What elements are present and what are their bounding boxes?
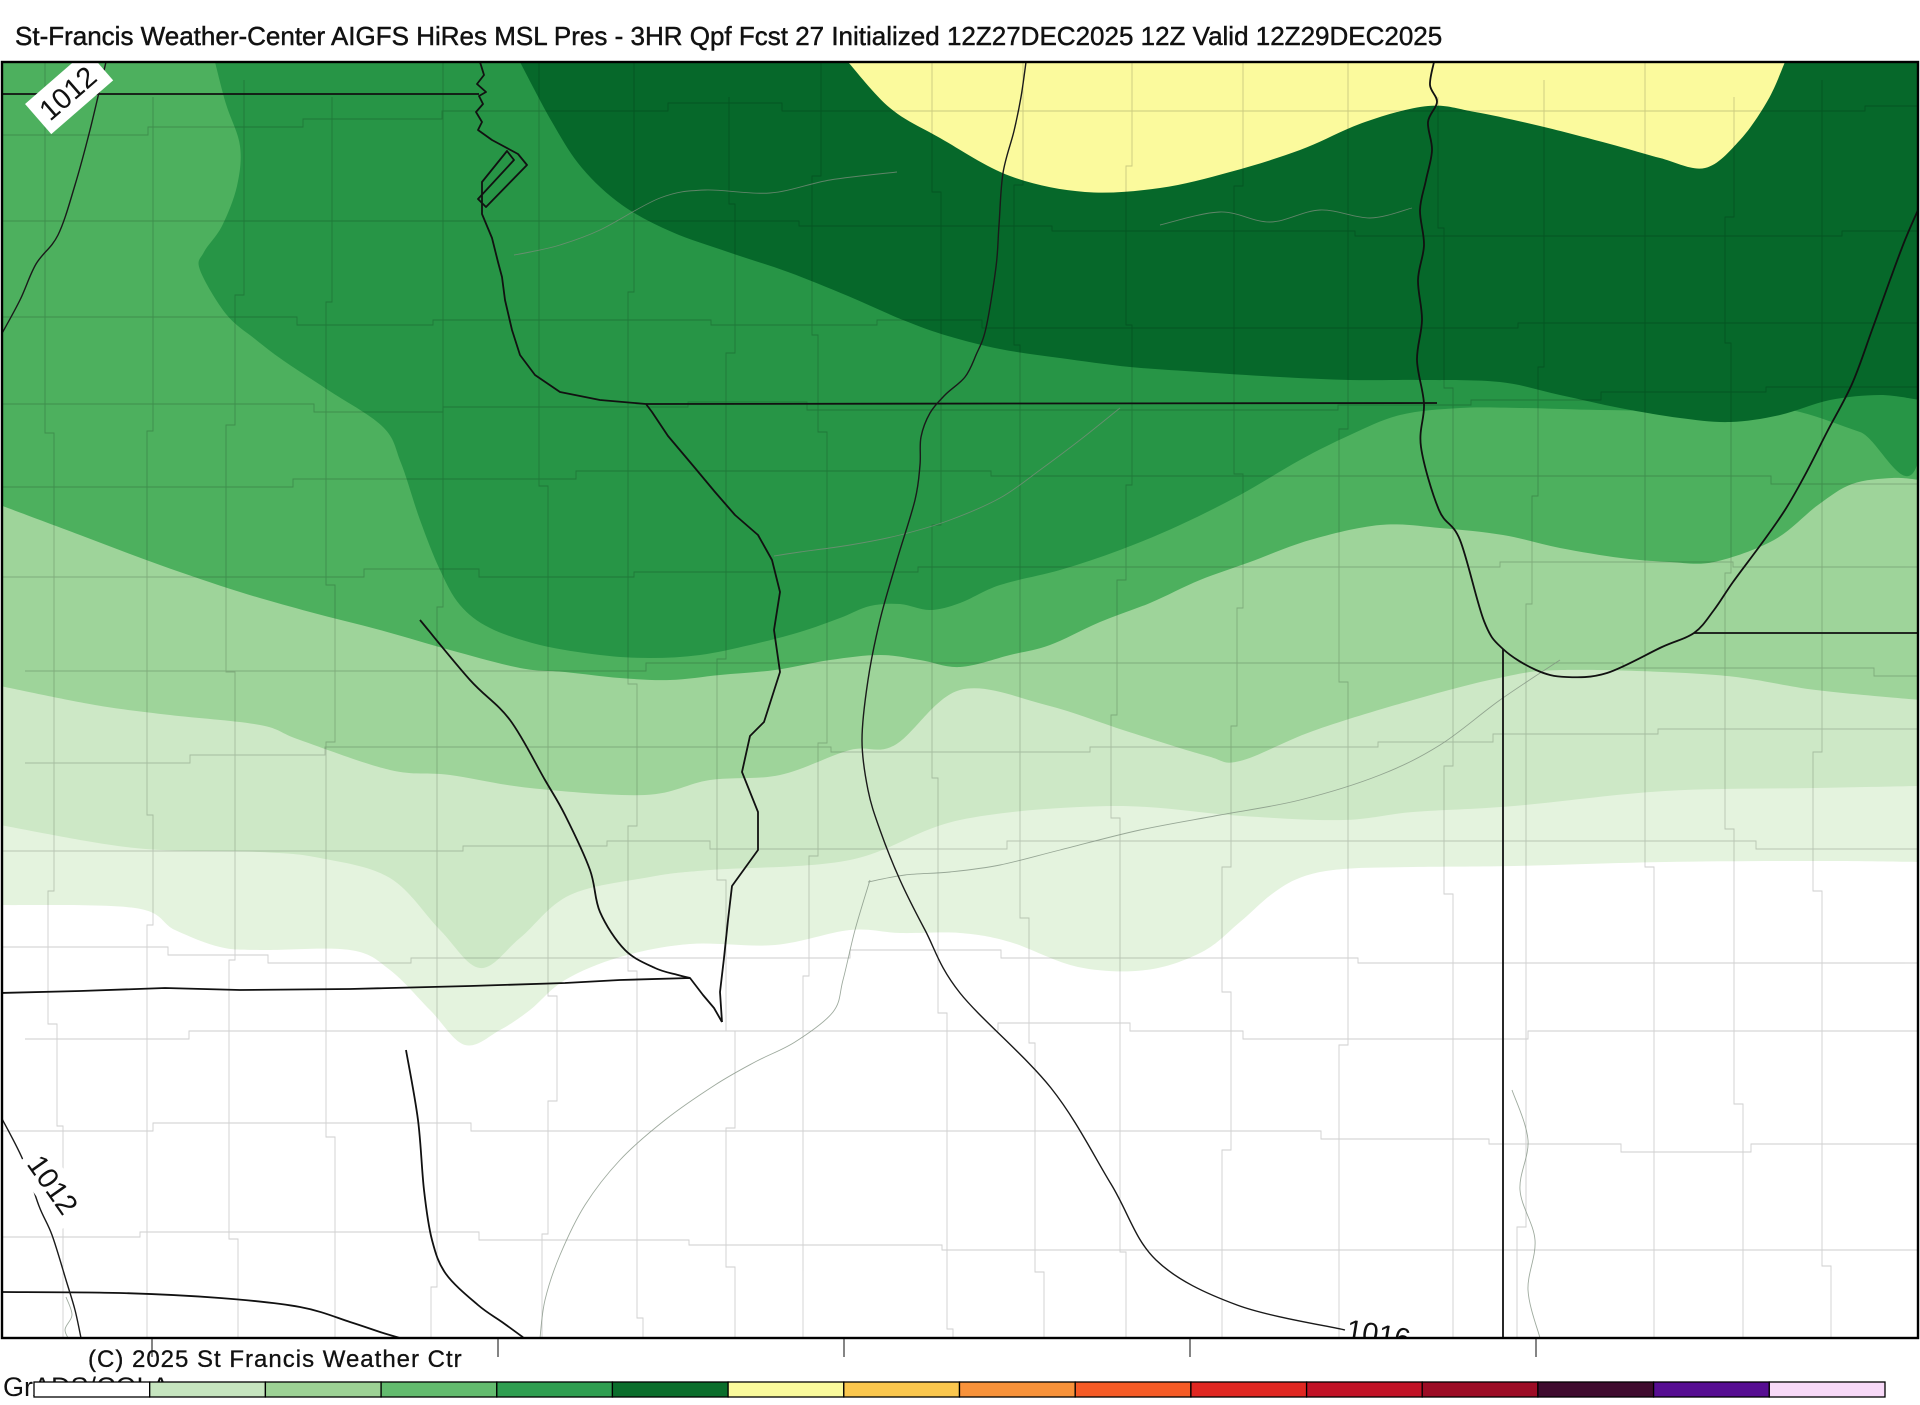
svg-text:St-Francis Weather-Center AIGF: St-Francis Weather-Center AIGFS HiRes MS… — [15, 21, 1442, 51]
svg-text:(C) 2025 St Francis Weather Ct: (C) 2025 St Francis Weather Ctr — [88, 1346, 463, 1373]
